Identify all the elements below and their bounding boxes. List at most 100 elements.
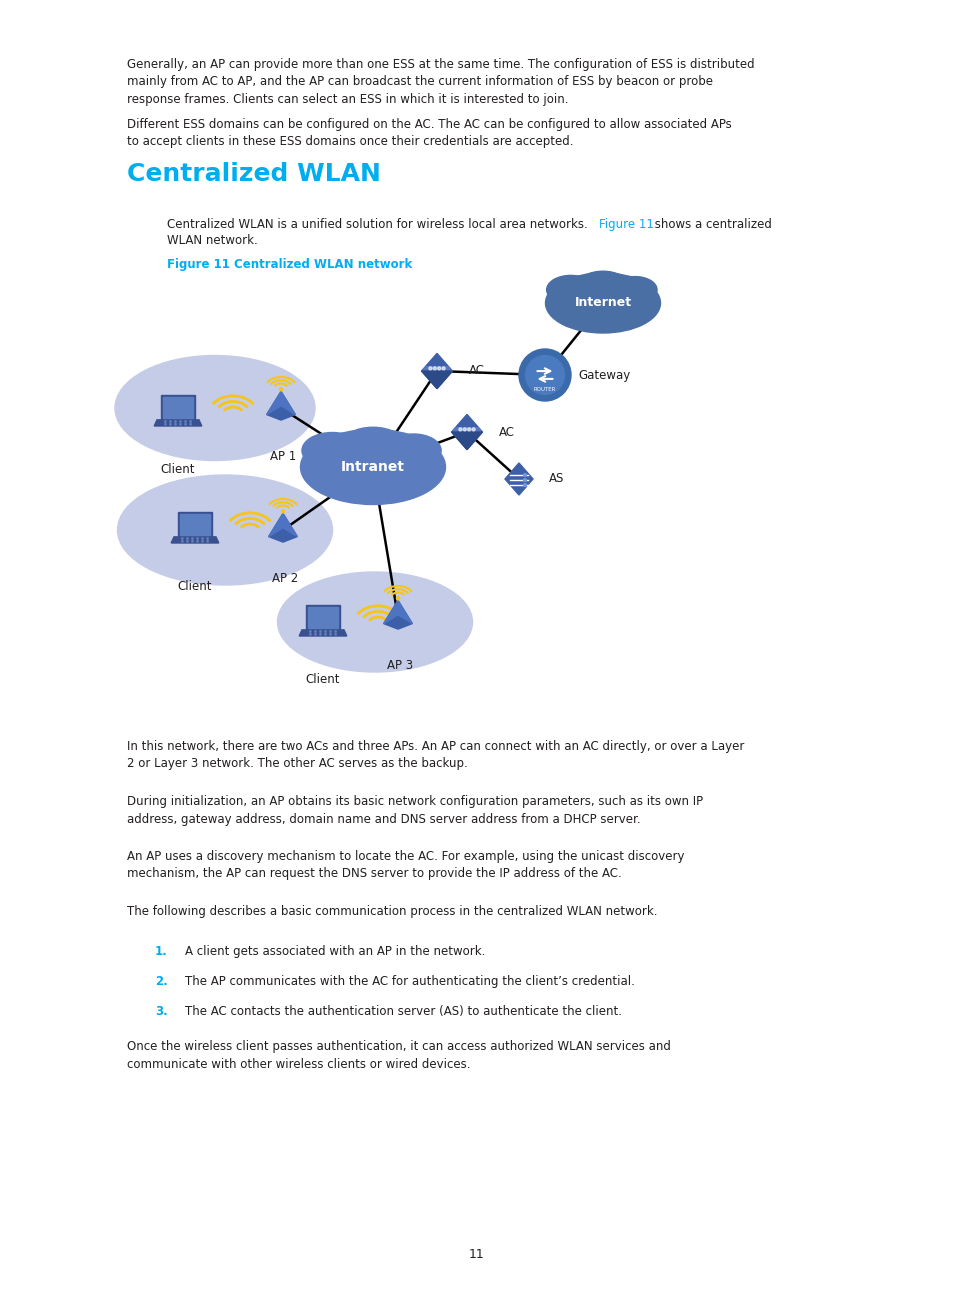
Circle shape [281,509,284,513]
Ellipse shape [545,273,659,333]
Text: 2.: 2. [154,975,168,988]
Polygon shape [383,600,412,629]
Text: AC: AC [469,364,484,377]
Circle shape [330,634,331,635]
Text: Internet: Internet [574,297,631,310]
Polygon shape [421,354,452,389]
Text: In this network, there are two ACs and three APs. An AP can connect with an AC d: In this network, there are two ACs and t… [127,740,743,771]
Text: The AC contacts the authentication server (AS) to authenticate the client.: The AC contacts the authentication serve… [185,1004,621,1017]
Polygon shape [171,537,218,543]
Circle shape [190,421,192,422]
Ellipse shape [115,355,314,460]
Circle shape [196,540,198,542]
Circle shape [433,367,436,369]
Text: shows a centralized: shows a centralized [650,218,771,231]
Text: Client: Client [177,581,212,594]
Circle shape [190,424,192,425]
Text: 11: 11 [469,1248,484,1261]
Text: AP 2: AP 2 [272,572,297,584]
Polygon shape [451,428,482,432]
Circle shape [174,421,176,422]
Circle shape [319,634,321,635]
Circle shape [523,478,526,481]
Polygon shape [305,605,340,630]
Circle shape [207,540,208,542]
Circle shape [192,538,193,539]
Ellipse shape [300,429,445,504]
Circle shape [165,424,166,425]
Text: Client: Client [305,673,340,686]
Circle shape [207,538,208,539]
Text: Centralized WLAN: Centralized WLAN [127,162,380,187]
Text: The following describes a basic communication process in the centralized WLAN ne: The following describes a basic communic… [127,905,657,918]
Circle shape [174,424,176,425]
Circle shape [185,421,186,422]
Polygon shape [451,432,482,450]
Ellipse shape [613,276,657,303]
Text: AP 3: AP 3 [387,658,413,673]
Text: Figure 11 Centralized WLAN network: Figure 11 Centralized WLAN network [167,258,412,271]
Circle shape [310,631,311,632]
Circle shape [185,424,186,425]
Circle shape [330,631,331,632]
Circle shape [179,424,181,425]
Polygon shape [267,391,295,420]
Polygon shape [154,420,202,426]
Polygon shape [451,415,482,450]
Circle shape [192,540,193,542]
Circle shape [202,538,203,539]
Polygon shape [504,463,533,495]
Circle shape [179,421,181,422]
Circle shape [319,631,321,632]
Ellipse shape [302,433,362,468]
Text: Different ESS domains can be configured on the AC. The AC can be configured to a: Different ESS domains can be configured … [127,118,731,149]
Text: AC: AC [498,425,515,438]
Circle shape [187,540,188,542]
Circle shape [437,367,440,369]
Circle shape [165,421,166,422]
Circle shape [396,596,399,600]
Circle shape [314,631,315,632]
Polygon shape [269,513,297,537]
Circle shape [463,428,466,430]
Ellipse shape [277,572,472,673]
Text: AS: AS [548,473,564,486]
Text: AP 1: AP 1 [270,450,295,463]
Text: Gateway: Gateway [578,368,630,381]
Circle shape [310,634,311,635]
Circle shape [324,634,326,635]
FancyBboxPatch shape [163,398,193,417]
Circle shape [467,428,470,430]
Text: The AP communicates with the AC for authenticating the client’s credential.: The AP communicates with the AC for auth… [185,975,634,988]
Polygon shape [421,367,452,371]
Circle shape [181,540,183,542]
Ellipse shape [546,276,595,305]
Circle shape [441,367,445,369]
Polygon shape [269,513,297,542]
Ellipse shape [340,428,405,465]
Text: Intranet: Intranet [340,460,405,474]
Circle shape [170,424,171,425]
Text: Generally, an AP can provide more than one ESS at the same time. The configurati: Generally, an AP can provide more than o… [127,58,754,106]
Circle shape [523,473,526,477]
Circle shape [170,421,171,422]
Text: Once the wireless client passes authentication, it can access authorized WLAN se: Once the wireless client passes authenti… [127,1039,670,1070]
Circle shape [279,388,282,391]
Text: Client: Client [161,463,195,476]
Text: Centralized WLAN is a unified solution for wireless local area networks.: Centralized WLAN is a unified solution f… [167,218,591,231]
Ellipse shape [386,434,440,467]
FancyBboxPatch shape [308,608,337,627]
Text: During initialization, an AP obtains its basic network configuration parameters,: During initialization, an AP obtains its… [127,794,702,826]
Circle shape [181,538,183,539]
Text: An AP uses a discovery mechanism to locate the AC. For example, using the unicas: An AP uses a discovery mechanism to loca… [127,850,684,880]
Circle shape [196,538,198,539]
Circle shape [335,634,336,635]
Text: 3.: 3. [154,1004,168,1017]
Ellipse shape [117,476,333,584]
Circle shape [518,349,571,400]
Polygon shape [267,391,295,415]
FancyBboxPatch shape [180,515,210,535]
Text: Figure 11: Figure 11 [598,218,653,231]
Polygon shape [299,630,347,636]
Circle shape [335,631,336,632]
